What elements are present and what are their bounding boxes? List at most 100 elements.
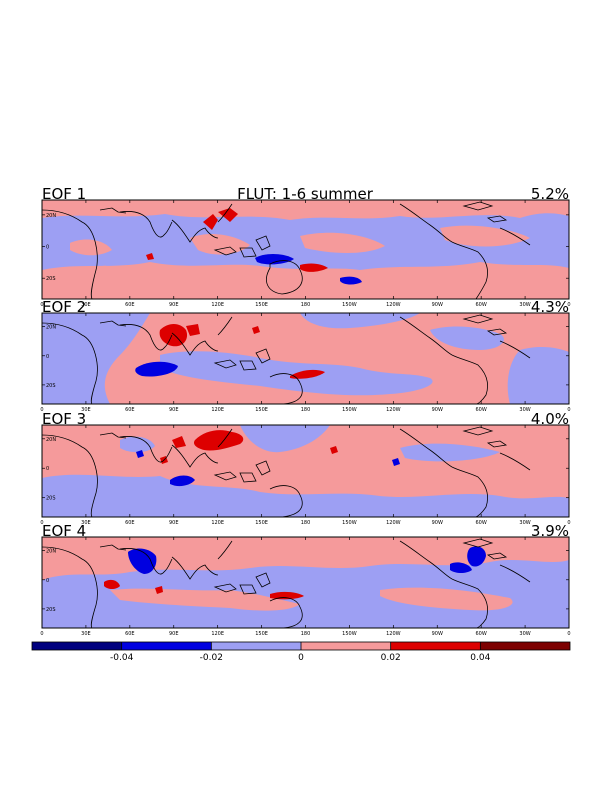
x-tick-label: 150E xyxy=(255,302,268,308)
colorbar-tick-label: 0.02 xyxy=(381,653,401,663)
colorbar-tick-label: 0.04 xyxy=(470,653,490,663)
x-tick-label: 120E xyxy=(211,302,224,308)
x-tick-label: 60W xyxy=(476,520,487,526)
y-tick-label: 0 xyxy=(46,466,49,472)
x-tick-label: 0 xyxy=(40,407,43,413)
x-tick-label: 150W xyxy=(342,520,357,526)
y-tick-label: 20S xyxy=(46,607,56,613)
panel-variance: 3.9% xyxy=(531,522,569,540)
x-tick-label: 90E xyxy=(169,520,179,526)
panel-variance: 4.3% xyxy=(531,298,569,316)
y-tick-label: 0 xyxy=(46,578,49,584)
strong-positive-regions xyxy=(146,208,328,272)
coastlines xyxy=(42,538,531,628)
x-tick-label: 120E xyxy=(211,631,224,637)
y-tick-label: 20N xyxy=(46,437,56,443)
x-tick-label: 90E xyxy=(169,302,179,308)
panel-variance: 5.2% xyxy=(531,185,569,203)
x-tick-label: 120W xyxy=(386,631,401,637)
coastlines xyxy=(42,314,531,404)
y-tick-label: 20S xyxy=(46,496,56,502)
x-tick-label: 30W xyxy=(519,631,530,637)
x-tick-label: 180 xyxy=(301,302,311,308)
x-tick-label: 60W xyxy=(476,631,487,637)
y-tick-label: 20S xyxy=(46,383,56,389)
panel-eof-3: EOF 3 4.0% xyxy=(41,410,570,518)
colorbar-tick-label: -0.02 xyxy=(200,653,223,663)
strong-negative-regions xyxy=(255,253,362,285)
colorbar-swatch xyxy=(211,642,301,650)
panel-label: EOF 3 xyxy=(42,410,86,428)
panel-label: EOF 2 xyxy=(42,298,86,316)
x-tick-label: 90E xyxy=(169,407,179,413)
x-tick-label: 150E xyxy=(255,520,268,526)
chart-title: FLUT: 1-6 summer xyxy=(237,185,374,203)
y-tick-label: 20N xyxy=(46,325,56,331)
panel-eof-4: EOF 4 3.9% xyxy=(41,522,570,629)
x-tick-label: 180 xyxy=(301,407,311,413)
x-tick-label: 30E xyxy=(81,520,91,526)
x-tick-label: 30W xyxy=(519,302,530,308)
x-tick-label: 150W xyxy=(342,302,357,308)
x-tick-label: 0 xyxy=(567,302,570,308)
x-tick-label: 30E xyxy=(81,407,91,413)
x-tick-label: 60E xyxy=(125,302,135,308)
x-tick-label: 30W xyxy=(519,407,530,413)
x-tick-label: 90W xyxy=(432,302,443,308)
strong-positive-regions xyxy=(104,579,304,600)
x-tick-label: 30E xyxy=(81,631,91,637)
axes-layer: 0 30E 60E 90E 120E 150E 180 150W 120W 90W 60W 30W 0 2… xyxy=(40,200,571,637)
x-tick-label: 120W xyxy=(386,520,401,526)
panel-label: EOF 4 xyxy=(42,522,86,540)
positive-regions xyxy=(42,537,569,611)
x-tick-label: 180 xyxy=(301,631,311,637)
x-tick-label: 150E xyxy=(255,631,268,637)
x-tick-label: 90W xyxy=(432,520,443,526)
x-tick-label: 0 xyxy=(40,302,43,308)
panel-variance: 4.0% xyxy=(531,410,569,428)
y-tick-label: 20N xyxy=(46,549,56,555)
colorbar-swatch xyxy=(301,642,391,650)
colorbar: -0.04 -0.02 0 0.02 0.04 xyxy=(31,641,571,663)
x-tick-label: 90E xyxy=(169,631,179,637)
x-tick-label: 60W xyxy=(476,407,487,413)
x-tick-label: 0 xyxy=(567,407,570,413)
x-tick-label: 60E xyxy=(125,631,135,637)
x-tick-label: 120E xyxy=(211,407,224,413)
strong-negative-regions xyxy=(135,361,178,377)
y-tick-label: 20S xyxy=(46,276,56,282)
x-tick-label: 90W xyxy=(432,631,443,637)
coastlines xyxy=(42,201,531,299)
negative-regions xyxy=(42,313,569,404)
x-tick-label: 90W xyxy=(432,407,443,413)
coastlines xyxy=(42,426,531,517)
x-tick-label: 0 xyxy=(567,631,570,637)
strong-negative-regions xyxy=(128,546,486,574)
x-tick-label: 60E xyxy=(125,520,135,526)
y-tick-label: 20N xyxy=(46,213,56,219)
colorbar-tick-label: 0 xyxy=(298,653,304,663)
x-tick-label: 120E xyxy=(211,520,224,526)
x-tick-label: 60W xyxy=(476,302,487,308)
positive-regions xyxy=(42,200,569,299)
x-tick-label: 120W xyxy=(386,407,401,413)
strong-negative-regions xyxy=(136,450,400,487)
colorbar-swatch xyxy=(121,642,212,650)
x-tick-label: 60E xyxy=(125,407,135,413)
x-tick-label: 150W xyxy=(342,407,357,413)
colorbar-swatch xyxy=(390,642,481,650)
x-tick-label: 30E xyxy=(81,302,91,308)
panel-eof-1: EOF 1 5.2% xyxy=(41,185,570,300)
colorbar-swatch xyxy=(32,642,122,650)
x-tick-label: 150W xyxy=(342,631,357,637)
x-tick-label: 0 xyxy=(40,631,43,637)
colorbar-tick-label: -0.04 xyxy=(110,653,134,663)
panel-eof-2: EOF 2 4.3% xyxy=(41,298,570,405)
x-tick-label: 120W xyxy=(386,302,401,308)
y-tick-label: 0 xyxy=(46,245,49,251)
x-tick-label: 180 xyxy=(301,520,311,526)
colorbar-swatch xyxy=(480,642,570,650)
x-tick-label: 0 xyxy=(567,520,570,526)
panel-label: EOF 1 xyxy=(42,185,86,203)
